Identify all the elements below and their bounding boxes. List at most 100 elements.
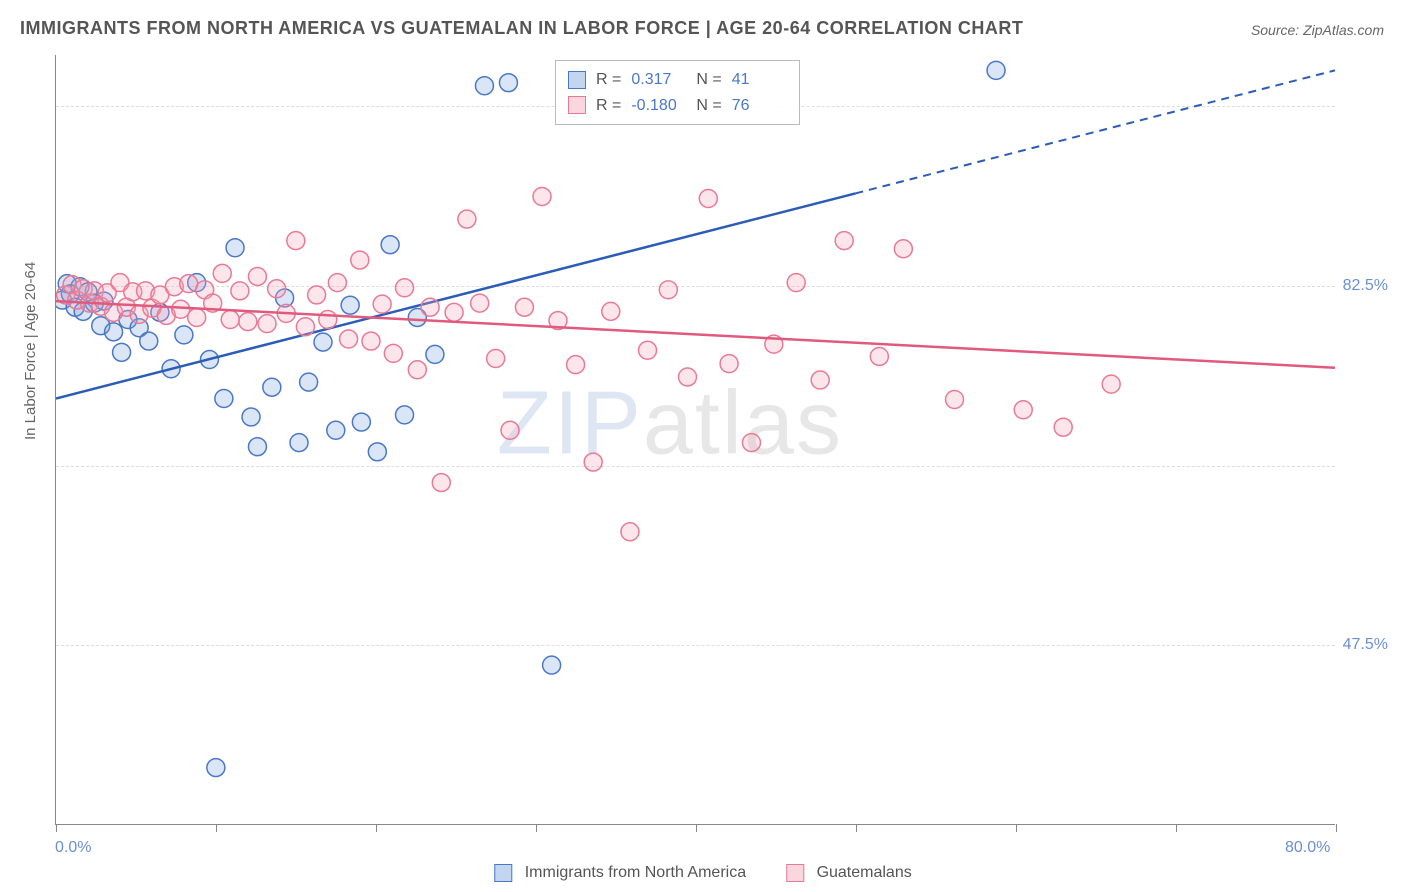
- scatter-point: [1054, 418, 1072, 436]
- scatter-point: [308, 286, 326, 304]
- scatter-point: [226, 239, 244, 257]
- scatter-point: [340, 330, 358, 348]
- scatter-point: [621, 523, 639, 541]
- scatter-point: [290, 434, 308, 452]
- r-label-2: R =: [596, 93, 621, 119]
- scatter-point: [373, 295, 391, 313]
- scatter-point: [584, 453, 602, 471]
- scatter-point: [172, 300, 190, 318]
- scatter-point: [475, 77, 493, 95]
- scatter-point: [487, 350, 505, 368]
- scatter-point: [426, 345, 444, 363]
- scatter-point: [679, 368, 697, 386]
- scatter-point: [296, 318, 314, 336]
- scatter-point: [140, 332, 158, 350]
- scatter-point: [319, 311, 337, 329]
- n-label-2: N =: [696, 93, 721, 119]
- y-tick-label: 47.5%: [1343, 636, 1388, 654]
- scatter-point: [248, 438, 266, 456]
- correlation-legend: R = 0.317 N = 41 R = -0.180 N = 76: [555, 60, 800, 125]
- x-tick-label: 80.0%: [1285, 839, 1330, 857]
- legend-bottom-swatch-pink: [786, 864, 804, 882]
- scatter-point: [501, 421, 519, 439]
- x-tick-label: 0.0%: [55, 839, 91, 857]
- scatter-point: [268, 280, 286, 298]
- scatter-point: [515, 298, 533, 316]
- n-value-2: 76: [732, 93, 787, 119]
- scatter-point: [300, 373, 318, 391]
- scatter-point: [207, 759, 225, 777]
- scatter-point: [499, 74, 517, 92]
- scatter-point: [421, 298, 439, 316]
- scatter-point: [396, 279, 414, 297]
- legend-bottom-swatch-blue: [494, 864, 512, 882]
- scatter-point: [1102, 375, 1120, 393]
- legend-swatch-blue: [568, 71, 586, 89]
- scatter-point: [362, 332, 380, 350]
- series-legend: Immigrants from North America Guatemalan…: [494, 864, 911, 882]
- scatter-point: [602, 302, 620, 320]
- scatter-point: [720, 355, 738, 373]
- scatter-point: [870, 347, 888, 365]
- scatter-point: [946, 391, 964, 409]
- scatter-point: [175, 326, 193, 344]
- legend-row-2: R = -0.180 N = 76: [568, 93, 787, 119]
- scatter-point: [396, 406, 414, 424]
- scatter-point: [384, 344, 402, 362]
- scatter-point: [987, 61, 1005, 79]
- r-value-1: 0.317: [631, 67, 686, 93]
- plot-area: ZIPatlas: [55, 55, 1335, 825]
- scatter-point: [639, 341, 657, 359]
- scatter-point: [567, 356, 585, 374]
- scatter-point: [328, 274, 346, 292]
- scatter-point: [258, 315, 276, 333]
- scatter-point: [408, 361, 426, 379]
- scatter-point: [543, 656, 561, 674]
- scatter-point: [533, 188, 551, 206]
- scatter-point: [351, 251, 369, 269]
- scatter-point: [242, 408, 260, 426]
- chart-container: IMMIGRANTS FROM NORTH AMERICA VS GUATEMA…: [0, 0, 1406, 892]
- scatter-point: [213, 264, 231, 282]
- legend-item-1: Immigrants from North America: [494, 864, 746, 882]
- y-tick-label: 82.5%: [1343, 277, 1388, 295]
- scatter-point: [105, 323, 123, 341]
- scatter-point: [381, 236, 399, 254]
- n-value-1: 41: [732, 67, 787, 93]
- r-label-1: R =: [596, 67, 621, 93]
- legend-bottom-label-1: Immigrants from North America: [525, 864, 746, 881]
- scatter-point: [231, 282, 249, 300]
- scatter-point: [1014, 401, 1032, 419]
- r-value-2: -0.180: [631, 93, 686, 119]
- scatter-point: [239, 313, 257, 331]
- legend-row-1: R = 0.317 N = 41: [568, 67, 787, 93]
- scatter-point: [248, 267, 266, 285]
- scatter-point: [327, 421, 345, 439]
- scatter-point: [894, 240, 912, 258]
- scatter-point: [659, 281, 677, 299]
- scatter-point: [188, 308, 206, 326]
- scatter-point: [314, 333, 332, 351]
- scatter-point: [368, 443, 386, 461]
- scatter-point: [113, 343, 131, 361]
- legend-item-2: Guatemalans: [786, 864, 912, 882]
- y-axis-label: In Labor Force | Age 20-64: [22, 262, 39, 440]
- scatter-point: [458, 210, 476, 228]
- plot-svg: [56, 55, 1335, 824]
- scatter-point: [835, 232, 853, 250]
- trend-line-extension: [855, 70, 1335, 193]
- scatter-point: [742, 434, 760, 452]
- scatter-point: [699, 190, 717, 208]
- n-label-1: N =: [696, 67, 721, 93]
- legend-swatch-pink: [568, 96, 586, 114]
- scatter-point: [445, 303, 463, 321]
- scatter-point: [263, 378, 281, 396]
- scatter-point: [221, 311, 239, 329]
- scatter-point: [811, 371, 829, 389]
- scatter-point: [471, 294, 489, 312]
- scatter-point: [432, 474, 450, 492]
- trend-line: [56, 301, 1335, 368]
- scatter-point: [352, 413, 370, 431]
- scatter-point: [787, 274, 805, 292]
- scatter-point: [215, 389, 233, 407]
